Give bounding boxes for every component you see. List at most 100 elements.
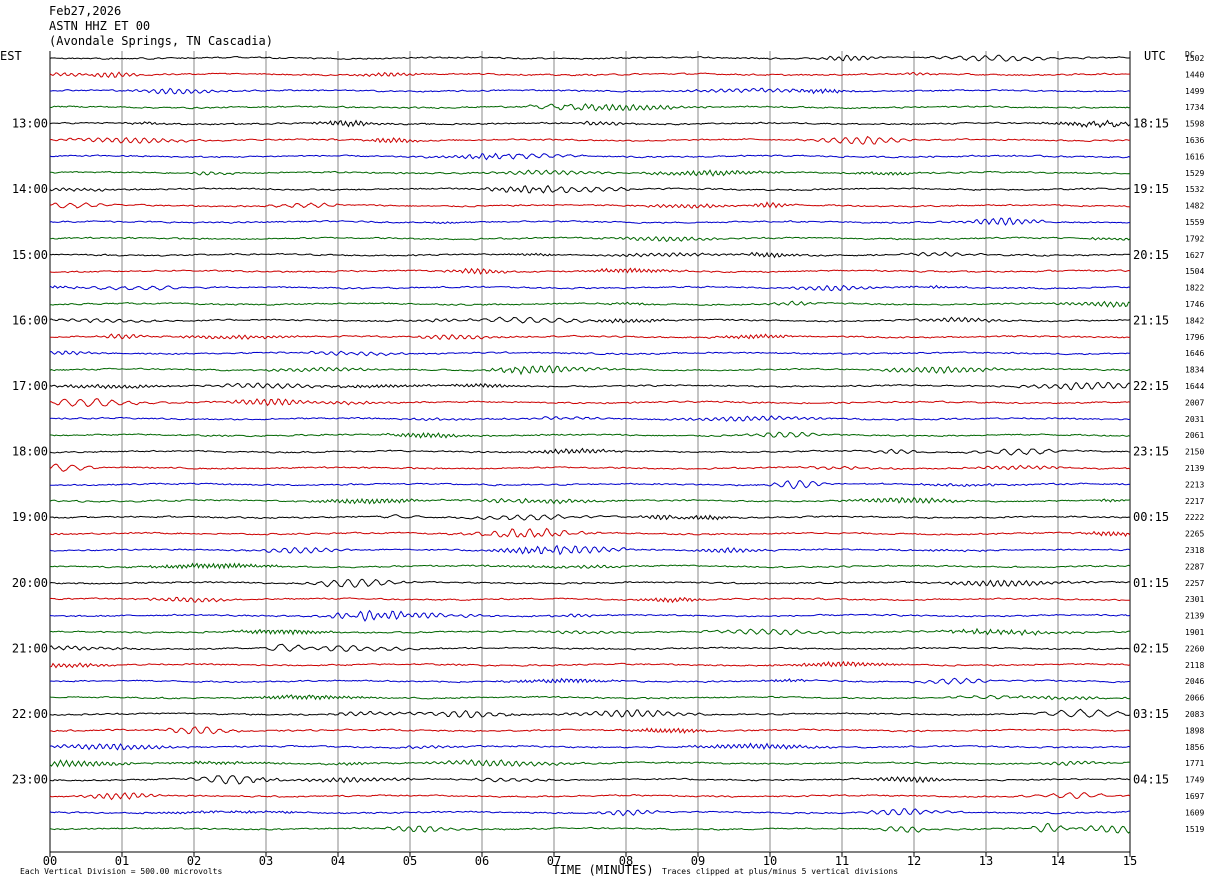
seismic-trace (49, 447, 1131, 456)
seismic-trace (50, 87, 1131, 95)
seismic-trace (49, 316, 1131, 324)
dc-offset-label: 1749 (1185, 776, 1204, 785)
dc-offset-label: 1792 (1185, 234, 1204, 243)
dc-offset-label: 2222 (1185, 513, 1204, 522)
est-hour-label: 17:00 (12, 379, 48, 393)
est-hour-label: 22:00 (12, 707, 48, 721)
seismic-trace (49, 527, 1131, 538)
seismic-trace (49, 708, 1131, 719)
est-hour-label: 18:00 (12, 445, 48, 459)
utc-hour-label: 18:15 (1133, 117, 1169, 131)
seismic-trace (50, 726, 1131, 735)
seismic-trace (49, 415, 1131, 422)
utc-hour-label: 04:15 (1133, 773, 1169, 787)
seismic-trace (49, 562, 1131, 570)
utc-hour-label: 03:15 (1133, 707, 1169, 721)
seismic-trace (49, 431, 1131, 439)
dc-offset-label: 2083 (1185, 710, 1204, 719)
est-hour-label: 15:00 (12, 248, 48, 262)
seismic-trace (49, 643, 1131, 652)
dc-column-label: DC (1185, 50, 1195, 59)
dc-offset-label: 2301 (1185, 595, 1204, 604)
dc-offset-label: 2007 (1185, 398, 1204, 407)
seismic-trace (49, 822, 1131, 834)
seismic-trace (50, 514, 1131, 521)
dc-offset-label: 2066 (1185, 694, 1204, 703)
seismic-trace (49, 742, 1131, 751)
utc-hour-label: 21:15 (1133, 313, 1169, 327)
dc-offset-label: 2046 (1185, 677, 1204, 686)
dc-offset-label: 1646 (1185, 349, 1204, 358)
seismic-trace (49, 596, 1131, 604)
x-tick-label: 01 (115, 854, 129, 868)
seismic-trace (49, 103, 1131, 112)
seismic-trace (49, 284, 1131, 292)
dc-offset-label: 1609 (1185, 808, 1204, 817)
station-label: ASTN HHZ ET 00 (49, 19, 151, 33)
est-hour-label: 21:00 (12, 641, 48, 655)
x-tick-label: 14 (1051, 854, 1065, 868)
seismic-trace (49, 300, 1131, 308)
dc-offset-label: 1532 (1185, 185, 1204, 194)
dc-offset-label: 1746 (1185, 300, 1204, 309)
trace-group (49, 54, 1131, 834)
utc-hour-label: 02:15 (1133, 641, 1169, 655)
seismic-trace (49, 759, 1131, 768)
dc-offset-label: 2061 (1185, 431, 1204, 440)
dc-offset-label: 2217 (1185, 497, 1204, 506)
est-hour-label: 19:00 (12, 510, 48, 524)
est-hour-label: 13:00 (12, 117, 48, 131)
dc-offset-label: 1616 (1185, 152, 1204, 161)
x-tick-label: 10 (763, 854, 777, 868)
utc-hour-label: 22:15 (1133, 379, 1169, 393)
utc-hour-label: 19:15 (1133, 182, 1169, 196)
dc-offset-label: 1559 (1185, 218, 1204, 227)
dc-offset-label: 1598 (1185, 120, 1204, 129)
dc-offset-label: 1502 (1185, 54, 1204, 63)
seismic-trace (49, 398, 1131, 407)
est-hour-label: 16:00 (12, 313, 48, 327)
x-tick-label: 15 (1123, 854, 1137, 868)
utc-hour-label: 20:15 (1133, 248, 1169, 262)
seismic-trace (49, 677, 1130, 685)
seismic-trace (50, 169, 1131, 177)
x-tick-label: 09 (691, 854, 705, 868)
clip-note: Traces clipped at plus/minus 5 vertical … (662, 867, 898, 876)
seismic-trace (49, 660, 1131, 669)
x-tick-label: 08 (619, 854, 633, 868)
seismic-trace (49, 71, 1131, 79)
dc-offset-label: 1482 (1185, 202, 1204, 211)
x-axis-title: TIME (MINUTES) (552, 863, 653, 877)
seismic-trace (49, 201, 1131, 209)
dc-offset-label: 2318 (1185, 546, 1204, 555)
x-tick-label: 00 (43, 854, 57, 868)
dc-offset-label: 2260 (1185, 644, 1204, 653)
x-tick-label: 12 (907, 854, 921, 868)
label-group: 00 01 02 03 04 05 06 07 08 09 10 11 12 13 14 15 1502 1440… (0, 49, 1204, 877)
dc-offset-label: 1822 (1185, 284, 1204, 293)
seismic-trace (49, 251, 1131, 259)
dc-offset-label: 1898 (1185, 726, 1204, 735)
dc-offset-label: 1499 (1185, 87, 1204, 96)
dc-offset-label: 2150 (1185, 448, 1204, 457)
dc-offset-label: 1796 (1185, 333, 1204, 342)
x-tick-label: 11 (835, 854, 849, 868)
seismic-trace (49, 544, 1131, 556)
dc-offset-label: 1636 (1185, 136, 1204, 145)
dc-offset-label: 2287 (1185, 562, 1204, 571)
dc-offset-label: 2118 (1185, 661, 1204, 670)
seismic-trace (49, 578, 1131, 588)
seismic-trace (49, 792, 1131, 801)
est-hour-label: 20:00 (12, 576, 48, 590)
x-tick-label: 06 (475, 854, 489, 868)
dc-offset-label: 1842 (1185, 316, 1204, 325)
dc-offset-label: 1834 (1185, 366, 1204, 375)
dc-offset-label: 1627 (1185, 251, 1204, 260)
dc-offset-label: 2139 (1185, 464, 1204, 473)
dc-offset-label: 1504 (1185, 267, 1204, 276)
seismic-trace (49, 463, 1131, 472)
dc-offset-label: 1771 (1185, 759, 1204, 768)
x-tick-label: 07 (547, 854, 561, 868)
x-tick-label: 04 (331, 854, 345, 868)
seismic-trace (49, 152, 1131, 161)
